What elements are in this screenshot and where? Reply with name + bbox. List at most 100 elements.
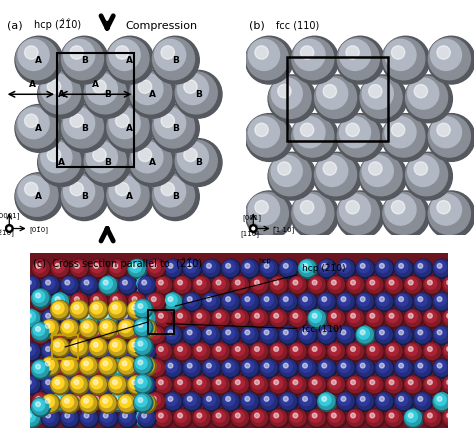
Text: A: A [36, 192, 42, 201]
Circle shape [358, 261, 369, 273]
Circle shape [414, 162, 428, 175]
Circle shape [185, 261, 196, 273]
Circle shape [62, 396, 73, 407]
Circle shape [116, 182, 129, 196]
Circle shape [423, 409, 442, 428]
Circle shape [433, 326, 452, 345]
Circle shape [52, 326, 68, 343]
Circle shape [70, 292, 90, 312]
Circle shape [300, 261, 312, 273]
Circle shape [74, 342, 79, 347]
Circle shape [241, 393, 258, 410]
Circle shape [175, 344, 187, 356]
Circle shape [119, 409, 136, 426]
Circle shape [255, 280, 259, 285]
Circle shape [406, 278, 418, 289]
Circle shape [428, 115, 470, 157]
Circle shape [154, 276, 173, 295]
Circle shape [135, 342, 154, 362]
Circle shape [346, 201, 359, 214]
Circle shape [183, 259, 202, 278]
Circle shape [64, 107, 95, 139]
Circle shape [366, 376, 383, 393]
Circle shape [137, 320, 155, 336]
Circle shape [138, 303, 143, 309]
Circle shape [62, 174, 103, 216]
Circle shape [396, 294, 408, 306]
Circle shape [109, 293, 126, 310]
Circle shape [443, 409, 460, 426]
Circle shape [424, 276, 440, 293]
Circle shape [203, 360, 219, 376]
Circle shape [81, 343, 97, 360]
Circle shape [137, 309, 156, 328]
Circle shape [319, 294, 331, 306]
Circle shape [331, 313, 336, 318]
Circle shape [245, 396, 250, 401]
Circle shape [175, 72, 217, 114]
Circle shape [118, 395, 135, 411]
Circle shape [32, 398, 49, 415]
Circle shape [138, 80, 152, 93]
Circle shape [63, 311, 74, 322]
Circle shape [291, 191, 338, 239]
Text: B: B [172, 124, 179, 133]
Circle shape [405, 376, 421, 393]
Circle shape [82, 377, 93, 389]
Circle shape [221, 259, 241, 278]
Circle shape [187, 396, 192, 401]
Circle shape [71, 393, 88, 410]
Circle shape [146, 327, 158, 339]
Circle shape [90, 393, 107, 410]
Circle shape [329, 377, 340, 389]
Circle shape [72, 294, 83, 306]
Circle shape [376, 326, 392, 343]
Text: A: A [36, 124, 42, 133]
Circle shape [245, 297, 250, 302]
Circle shape [130, 394, 141, 406]
Circle shape [430, 194, 462, 225]
Circle shape [246, 115, 288, 157]
Circle shape [158, 313, 163, 318]
Circle shape [367, 311, 379, 322]
Circle shape [193, 343, 210, 360]
Circle shape [136, 409, 152, 426]
Circle shape [375, 292, 394, 312]
Circle shape [348, 311, 360, 322]
Circle shape [226, 264, 230, 268]
Circle shape [155, 309, 172, 326]
Circle shape [155, 107, 186, 139]
Circle shape [233, 344, 245, 356]
Circle shape [322, 297, 327, 302]
Circle shape [404, 276, 423, 295]
Circle shape [138, 343, 155, 360]
Circle shape [337, 260, 354, 276]
Circle shape [128, 259, 147, 278]
Circle shape [138, 148, 152, 162]
Circle shape [36, 297, 41, 302]
Circle shape [437, 396, 442, 401]
Circle shape [318, 360, 335, 376]
Circle shape [337, 115, 379, 157]
Circle shape [245, 330, 250, 335]
Circle shape [226, 297, 230, 302]
Bar [52, 335, 78, 359]
Circle shape [61, 357, 77, 374]
Circle shape [437, 264, 442, 268]
Circle shape [385, 375, 404, 395]
Circle shape [241, 360, 258, 376]
Circle shape [216, 347, 221, 351]
Circle shape [137, 411, 148, 422]
Circle shape [42, 409, 59, 426]
Circle shape [164, 292, 183, 312]
Circle shape [137, 342, 156, 362]
Circle shape [31, 322, 51, 342]
Text: A: A [149, 90, 156, 99]
Circle shape [312, 347, 317, 351]
Circle shape [53, 340, 64, 351]
Circle shape [89, 375, 108, 395]
Circle shape [183, 260, 200, 276]
Circle shape [351, 413, 356, 418]
Circle shape [291, 278, 302, 289]
Circle shape [46, 413, 50, 418]
